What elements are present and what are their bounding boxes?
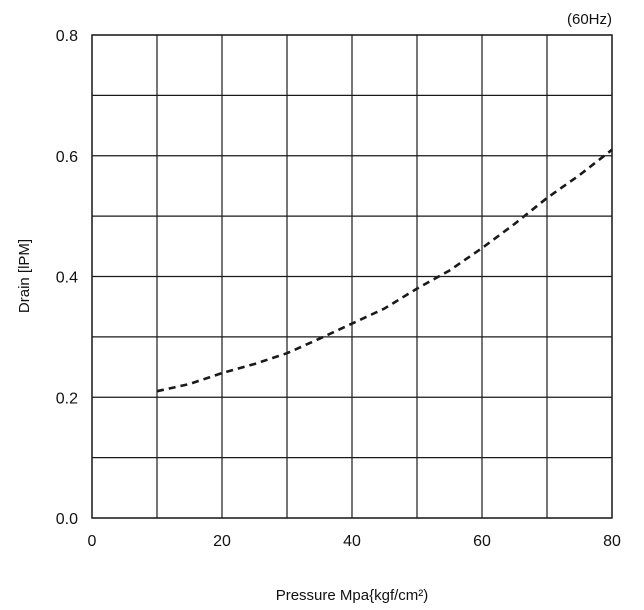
drain-curve-0	[156, 148, 613, 393]
y-axis-title: Drain [lPM]	[16, 239, 33, 313]
y-tick-labels: 0.0 0.2 0.4 0.6 0.8	[56, 28, 78, 528]
x-tick-label-2: 40	[343, 533, 361, 550]
series-layer	[156, 148, 613, 393]
y-tick-label-4: 0.8	[56, 28, 78, 45]
frequency-note: (60Hz)	[567, 11, 612, 28]
y-tick-label-0: 0.0	[56, 511, 78, 528]
x-tick-labels: 0 20 40 60 80	[88, 533, 621, 550]
x-tick-label-3: 60	[473, 533, 491, 550]
plot-frame	[91, 34, 613, 519]
y-tick-label-3: 0.6	[56, 149, 78, 166]
x-tick-label-1: 20	[213, 533, 231, 550]
x-axis-title: Pressure Mpa{kgf/cm²)	[276, 587, 429, 604]
y-tick-label-1: 0.2	[56, 390, 78, 407]
x-tick-label-0: 0	[88, 533, 97, 550]
y-tick-label-2: 0.4	[56, 270, 78, 287]
x-tick-label-4: 80	[603, 533, 621, 550]
grid	[91, 34, 613, 519]
